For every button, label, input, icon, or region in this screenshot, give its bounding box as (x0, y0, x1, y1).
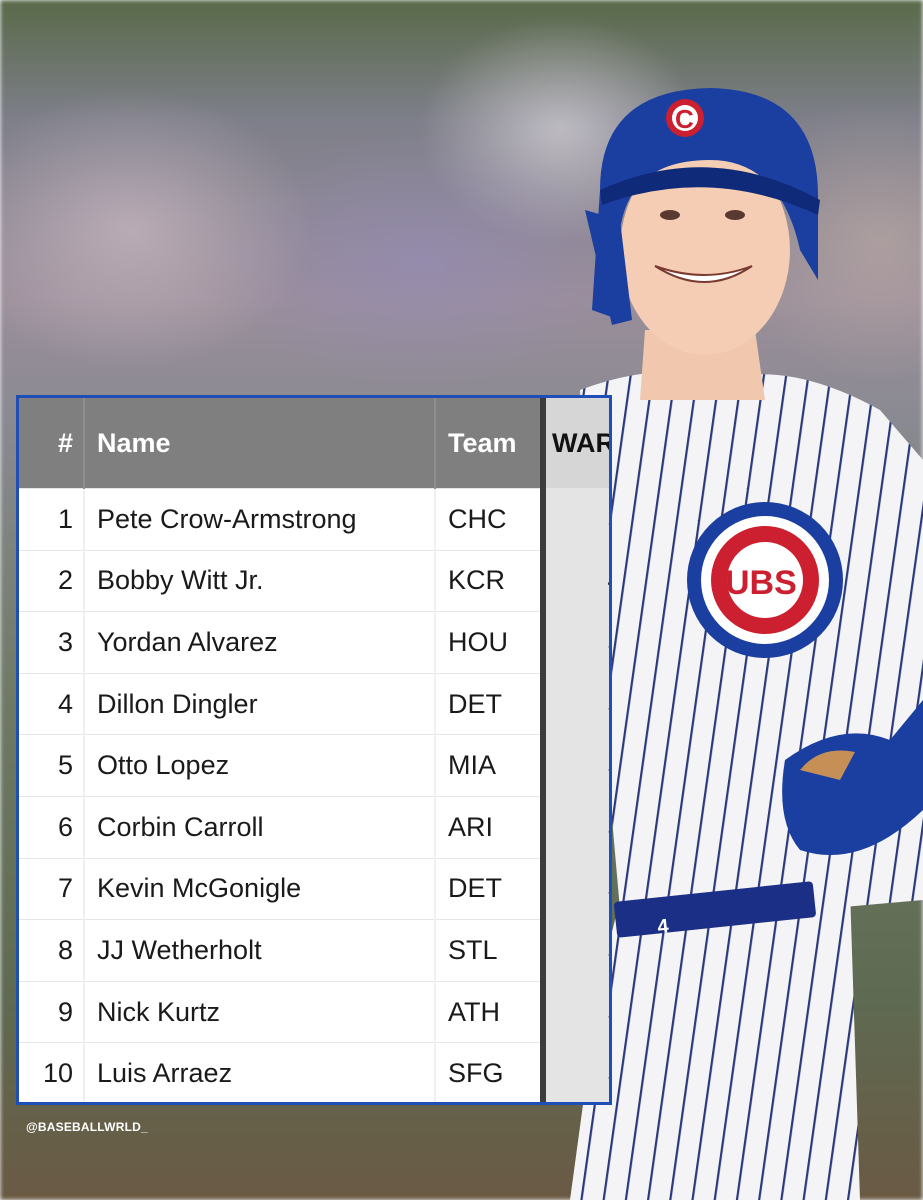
watermark: @BASEBALLWRLD_ (26, 1120, 148, 1134)
table-row: 2 Bobby Witt Jr. KCR 4.4 (19, 549, 609, 612)
team-cell: DET (434, 857, 543, 920)
table-row: 9 Nick Kurtz ATH 3.2 (19, 980, 609, 1043)
rank-cell: 6 (19, 795, 84, 859)
rank-cell: 4 (19, 672, 84, 735)
team-cell: MIA (434, 734, 543, 797)
war-leaderboard-table: # Name Team WAR 1 Pete Crow-Armstrong CH… (16, 395, 612, 1105)
team-cell: HOU (434, 611, 543, 674)
war-cell: 3.6 (540, 734, 609, 797)
header-war: WAR (540, 398, 609, 489)
name-cell: Yordan Alvarez (83, 611, 435, 674)
team-cell: KCR (434, 549, 543, 612)
rank-cell: 2 (19, 549, 84, 612)
war-cell: 3.7 (540, 672, 609, 735)
table-row: 10 Luis Arraez SFG 3.2 (19, 1042, 609, 1102)
name-cell: Luis Arraez (83, 1042, 435, 1102)
header-rank: # (19, 398, 84, 489)
war-cell: 3.2 (540, 980, 609, 1043)
name-cell: Bobby Witt Jr. (83, 549, 435, 612)
war-cell: 3.4 (540, 857, 609, 920)
war-cell: 5.0 (540, 488, 609, 551)
name-cell: Nick Kurtz (83, 980, 435, 1043)
name-cell: Otto Lopez (83, 734, 435, 797)
header-name: Name (83, 398, 435, 489)
team-cell: CHC (434, 488, 543, 551)
table-row: 3 Yordan Alvarez HOU 3.8 (19, 611, 609, 674)
rank-cell: 10 (19, 1042, 84, 1102)
table-row: 6 Corbin Carroll ARI 3.5 (19, 795, 609, 859)
player-photo: 4 C UBS (570, 88, 923, 1200)
name-cell: Corbin Carroll (83, 795, 435, 859)
jersey-logo: UBS (725, 564, 797, 602)
war-cell: 3.2 (540, 1042, 609, 1102)
table-header-row: # Name Team WAR (19, 398, 609, 489)
team-cell: SFG (434, 1042, 543, 1102)
name-cell: Dillon Dingler (83, 672, 435, 735)
team-cell: ATH (434, 980, 543, 1043)
rank-cell: 3 (19, 611, 84, 674)
rank-cell: 9 (19, 980, 84, 1043)
team-cell: DET (434, 672, 543, 735)
table-row: 8 JJ Wetherholt STL 3.3 (19, 919, 609, 982)
rank-cell: 1 (19, 488, 84, 551)
name-cell: Pete Crow-Armstrong (83, 488, 435, 551)
header-team: Team (434, 398, 543, 489)
rank-cell: 8 (19, 919, 84, 982)
table-row: 1 Pete Crow-Armstrong CHC 5.0 (19, 488, 609, 551)
name-cell: Kevin McGonigle (83, 857, 435, 920)
team-cell: STL (434, 919, 543, 982)
war-cell: 3.3 (540, 919, 609, 982)
table-row: 4 Dillon Dingler DET 3.7 (19, 672, 609, 735)
rank-cell: 7 (19, 857, 84, 920)
jersey-number: 4 (656, 915, 670, 938)
war-cell: 3.5 (540, 795, 609, 859)
table-row: 5 Otto Lopez MIA 3.6 (19, 734, 609, 797)
rank-cell: 5 (19, 734, 84, 797)
war-cell: 4.4 (540, 549, 609, 612)
team-cell: ARI (434, 795, 543, 859)
table-row: 7 Kevin McGonigle DET 3.4 (19, 857, 609, 920)
name-cell: JJ Wetherholt (83, 919, 435, 982)
helmet-logo: C (675, 104, 694, 134)
war-cell: 3.8 (540, 611, 609, 674)
